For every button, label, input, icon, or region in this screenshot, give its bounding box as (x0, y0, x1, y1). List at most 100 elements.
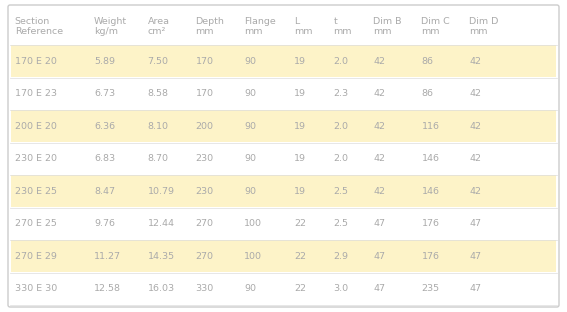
Text: 230 E 25: 230 E 25 (15, 187, 57, 196)
Text: 42: 42 (373, 122, 386, 131)
Text: 170 E 23: 170 E 23 (15, 89, 57, 98)
Text: 6.36: 6.36 (94, 122, 115, 131)
Text: 90: 90 (244, 89, 256, 98)
Text: 19: 19 (294, 154, 306, 163)
Text: Area: Area (147, 17, 170, 26)
Text: 200 E 20: 200 E 20 (15, 122, 57, 131)
Text: 230 E 20: 230 E 20 (15, 154, 57, 163)
Text: 90: 90 (244, 187, 256, 196)
Text: Reference: Reference (15, 27, 63, 37)
Text: 330 E 30: 330 E 30 (15, 284, 57, 293)
Text: 100: 100 (244, 252, 262, 261)
Text: 6.73: 6.73 (94, 89, 115, 98)
Text: 2.9: 2.9 (333, 252, 349, 261)
Text: 270 E 25: 270 E 25 (15, 219, 57, 228)
Text: 12.58: 12.58 (94, 284, 121, 293)
Text: Depth: Depth (196, 17, 225, 26)
Text: 230: 230 (196, 154, 214, 163)
Text: 2.5: 2.5 (333, 219, 349, 228)
Text: 42: 42 (469, 57, 481, 66)
Text: mm: mm (294, 27, 312, 37)
Text: mm: mm (333, 27, 352, 37)
Bar (11, 77, 556, 110)
Text: 270: 270 (196, 252, 214, 261)
Text: 90: 90 (244, 154, 256, 163)
Text: 86: 86 (421, 89, 434, 98)
Text: 3.0: 3.0 (333, 284, 349, 293)
Text: 146: 146 (421, 187, 439, 196)
Text: 22: 22 (294, 252, 306, 261)
Text: 47: 47 (469, 284, 481, 293)
Text: 10.79: 10.79 (147, 187, 175, 196)
Text: 8.47: 8.47 (94, 187, 115, 196)
Bar (11, 207, 556, 240)
Text: 176: 176 (421, 219, 439, 228)
Text: 19: 19 (294, 122, 306, 131)
Text: 7.50: 7.50 (147, 57, 168, 66)
Text: Section: Section (15, 17, 50, 26)
Text: 8.70: 8.70 (147, 154, 168, 163)
Text: 9.76: 9.76 (94, 219, 115, 228)
Text: mm: mm (421, 27, 440, 37)
Text: 42: 42 (469, 89, 481, 98)
Text: 86: 86 (421, 57, 434, 66)
Text: 42: 42 (469, 187, 481, 196)
Text: 47: 47 (373, 252, 386, 261)
Text: Dim D: Dim D (469, 17, 499, 26)
Bar (11, 175, 556, 207)
Text: Dim C: Dim C (421, 17, 450, 26)
Text: 16.03: 16.03 (147, 284, 175, 293)
FancyBboxPatch shape (8, 5, 559, 307)
Text: mm: mm (196, 27, 214, 37)
Text: cm²: cm² (147, 27, 166, 37)
Text: 19: 19 (294, 57, 306, 66)
Text: 200: 200 (196, 122, 214, 131)
Text: 170 E 20: 170 E 20 (15, 57, 57, 66)
Text: 47: 47 (469, 252, 481, 261)
Text: 230: 230 (196, 187, 214, 196)
Text: mm: mm (244, 27, 263, 37)
Text: t: t (333, 17, 337, 26)
Text: 176: 176 (421, 252, 439, 261)
Text: 47: 47 (373, 284, 386, 293)
Text: L: L (294, 17, 299, 26)
Bar (11, 110, 556, 142)
Text: 90: 90 (244, 57, 256, 66)
Text: 90: 90 (244, 284, 256, 293)
Text: Weight: Weight (94, 17, 128, 26)
Text: 5.89: 5.89 (94, 57, 115, 66)
Text: 19: 19 (294, 89, 306, 98)
Bar (11, 45, 556, 77)
Text: 42: 42 (373, 154, 386, 163)
Text: 116: 116 (421, 122, 439, 131)
Text: 2.0: 2.0 (333, 154, 349, 163)
Text: 170: 170 (196, 89, 214, 98)
Bar (11, 240, 556, 272)
Text: 8.10: 8.10 (147, 122, 168, 131)
Text: 235: 235 (421, 284, 439, 293)
Text: 330: 330 (196, 284, 214, 293)
Text: 14.35: 14.35 (147, 252, 175, 261)
Text: 19: 19 (294, 187, 306, 196)
Text: 42: 42 (373, 89, 386, 98)
Text: 12.44: 12.44 (147, 219, 175, 228)
Text: 42: 42 (469, 154, 481, 163)
Text: 270: 270 (196, 219, 214, 228)
Text: 47: 47 (469, 219, 481, 228)
Bar (11, 143, 556, 174)
Text: 270 E 29: 270 E 29 (15, 252, 57, 261)
Text: 42: 42 (469, 122, 481, 131)
Text: 22: 22 (294, 219, 306, 228)
Text: mm: mm (373, 27, 392, 37)
Text: kg/m: kg/m (94, 27, 118, 37)
Text: 8.58: 8.58 (147, 89, 168, 98)
Text: 6.83: 6.83 (94, 154, 115, 163)
Text: 100: 100 (244, 219, 262, 228)
Text: 22: 22 (294, 284, 306, 293)
Text: Flange: Flange (244, 17, 276, 26)
Text: 2.0: 2.0 (333, 122, 349, 131)
Text: 2.5: 2.5 (333, 187, 349, 196)
Text: 90: 90 (244, 122, 256, 131)
Text: mm: mm (469, 27, 488, 37)
Text: Dim B: Dim B (373, 17, 402, 26)
